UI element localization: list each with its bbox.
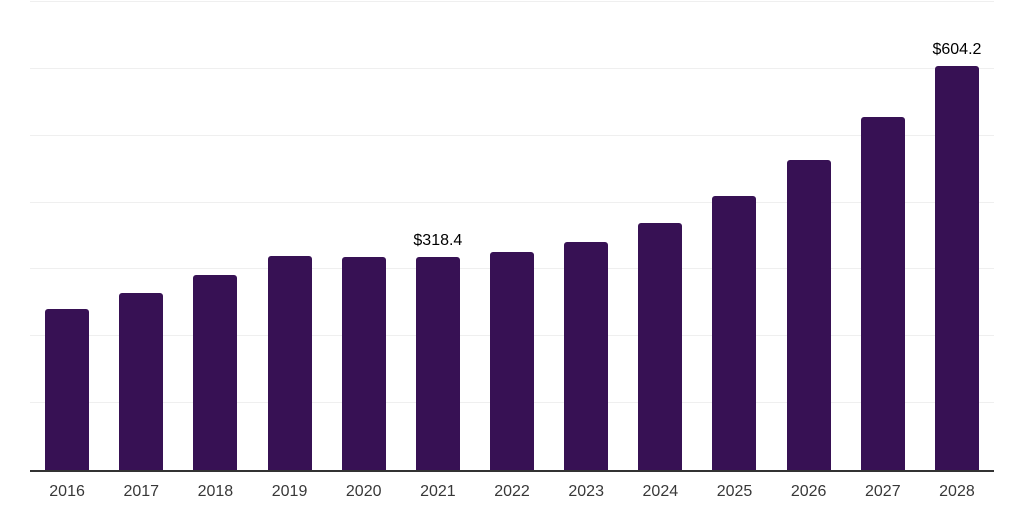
bar-value-label-2021: $318.4 [413,232,463,250]
x-tick-label-2017: 2017 [123,483,160,500]
bar-slot-2024 [623,2,697,470]
bar-2020[interactable] [341,256,386,470]
bar-2023[interactable] [564,241,609,470]
bar-2018[interactable] [193,275,238,470]
gridline-400 [30,201,994,203]
x-axis-tick-labels: 2016 2017 2018 2019 2020 2021 2022 2023 2024 2025… [30,483,994,501]
bar-2024[interactable] [638,223,683,470]
x-tick-label-2018: 2018 [197,483,234,500]
bar-2027[interactable] [860,117,905,470]
x-tick-label-2021: 2021 [420,483,456,500]
bar-slot-2017 [104,2,178,470]
bar-2028[interactable] [934,66,979,470]
plot-area: $318.4 $604.2 [30,1,994,472]
x-tick-label-2016: 2016 [49,483,85,500]
bar-2021[interactable] [415,257,460,470]
bar-2019[interactable] [267,255,312,470]
bar-slot-2022 [475,2,549,470]
x-tick-label-2020: 2020 [345,483,382,500]
x-tick-label-2027: 2027 [865,483,901,500]
bar-2016[interactable] [45,308,90,470]
x-tick-label-2022: 2022 [494,483,530,500]
x-tick-label-2026: 2026 [790,483,827,500]
bar-slot-2020 [327,2,401,470]
bar-series: $318.4 $604.2 [30,2,994,470]
bar-2017[interactable] [119,293,164,470]
bar-slot-2028: $604.2 [920,2,994,470]
bar-slot-2016 [30,2,104,470]
bar-slot-2018 [178,2,252,470]
x-tick-label-2023: 2023 [568,483,604,500]
bar-slot-2019 [252,2,326,470]
bar-2025[interactable] [712,196,757,470]
bar-slot-2023 [549,2,623,470]
gridline-600 [30,67,994,69]
bar-slot-2021: $318.4 [401,2,475,470]
bar-slot-2025 [697,2,771,470]
x-tick-label-2028: 2028 [939,483,975,500]
bar-2026[interactable] [786,160,831,470]
x-axis-line [30,470,994,472]
gridline-500 [30,134,994,136]
bar-slot-2027 [846,2,920,470]
bar-2022[interactable] [490,251,535,470]
x-tick-label-2025: 2025 [716,483,753,500]
x-tick-label-2024: 2024 [642,483,679,500]
bar-slot-2026 [772,2,846,470]
x-tick-label-2019: 2019 [271,483,308,500]
bar-value-label-2028: $604.2 [932,41,982,59]
gridline-700 [30,1,994,2]
